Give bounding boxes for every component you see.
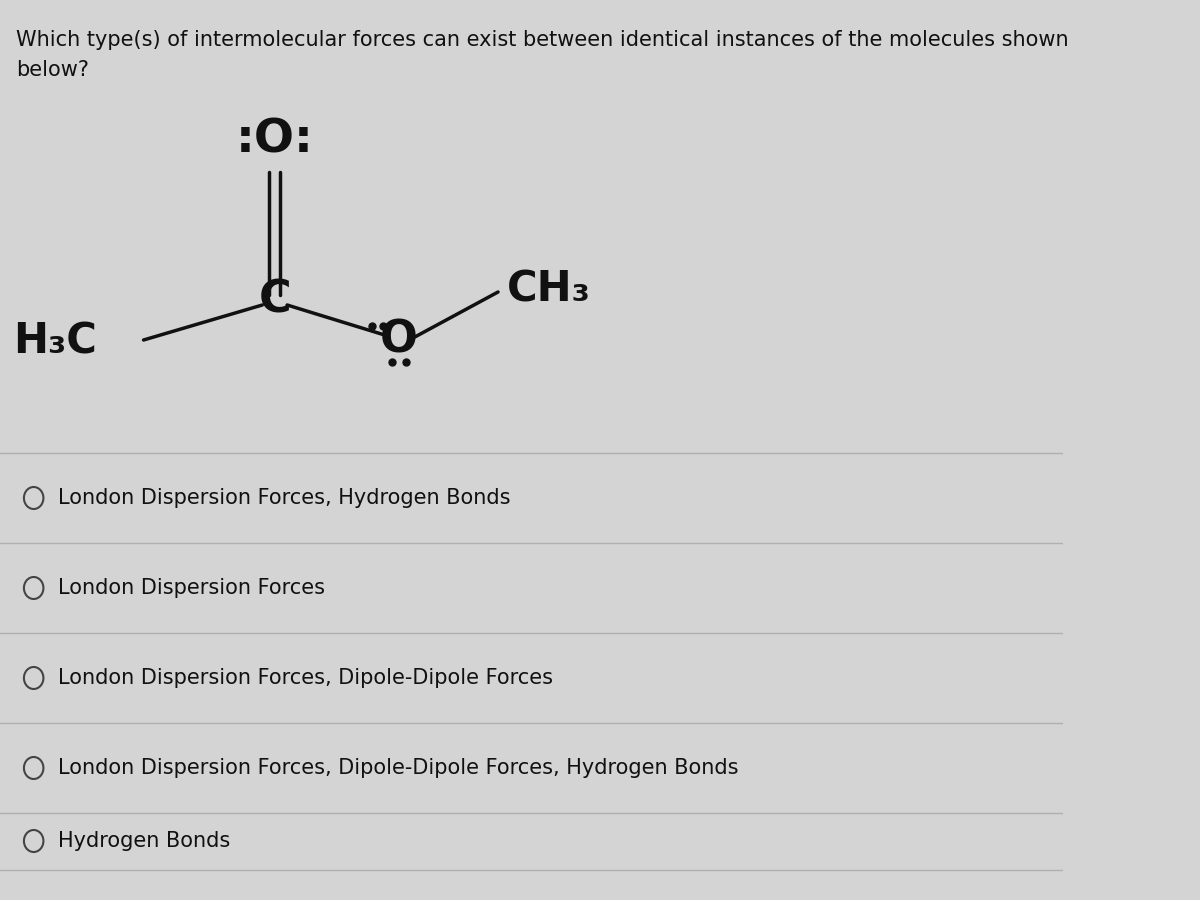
Text: London Dispersion Forces: London Dispersion Forces — [59, 578, 325, 598]
Text: London Dispersion Forces, Dipole-Dipole Forces, Hydrogen Bonds: London Dispersion Forces, Dipole-Dipole … — [59, 758, 739, 778]
Text: below?: below? — [16, 60, 89, 80]
Text: CH₃: CH₃ — [506, 269, 590, 311]
Text: London Dispersion Forces, Dipole-Dipole Forces: London Dispersion Forces, Dipole-Dipole … — [59, 668, 553, 688]
Text: Hydrogen Bonds: Hydrogen Bonds — [59, 831, 230, 851]
Text: London Dispersion Forces, Hydrogen Bonds: London Dispersion Forces, Hydrogen Bonds — [59, 488, 511, 508]
Text: O: O — [380, 319, 418, 362]
Text: Which type(s) of intermolecular forces can exist between identical instances of : Which type(s) of intermolecular forces c… — [16, 30, 1068, 50]
Text: C: C — [258, 278, 292, 321]
Text: :O:: :O: — [235, 118, 313, 163]
Text: H₃C: H₃C — [13, 321, 97, 363]
